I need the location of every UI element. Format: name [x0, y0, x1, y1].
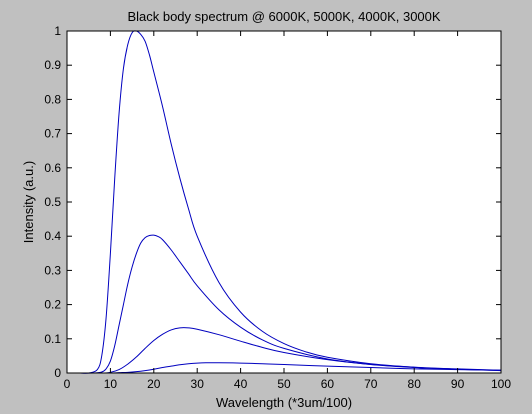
- y-tick-label: 0.9: [44, 58, 61, 72]
- x-tick-label: 10: [104, 377, 118, 391]
- x-tick-label: 70: [364, 377, 378, 391]
- y-tick-label: 0.1: [44, 332, 61, 346]
- series-line-1: [80, 30, 502, 374]
- y-tick-label: 0.7: [44, 127, 61, 141]
- x-tick-label: 60: [321, 377, 335, 391]
- x-tick-label: 50: [277, 377, 291, 391]
- x-tick-label: 40: [234, 377, 248, 391]
- series-line-2: [80, 234, 502, 374]
- series-line-4: [80, 362, 502, 374]
- y-tick-label: 0.8: [44, 92, 61, 106]
- y-tick-label: 0: [54, 366, 61, 380]
- y-tick-label: 0.2: [44, 298, 61, 312]
- y-tick-label: 0.5: [44, 195, 61, 209]
- series-layer: [80, 30, 502, 374]
- chart-title: Black body spectrum @ 6000K, 5000K, 4000…: [127, 9, 440, 24]
- plot-area: [67, 31, 501, 373]
- x-tick-label: 30: [191, 377, 205, 391]
- x-tick-label: 0: [64, 377, 71, 391]
- y-tick-label: 0.4: [44, 229, 61, 243]
- y-tick-label: 0.6: [44, 161, 61, 175]
- x-tick-label: 80: [408, 377, 422, 391]
- plot-frame: [66, 30, 502, 374]
- tick-layer: 0 10 20 30 40 50 60 70 80 90 100 0 0.1 0.2 0.3 0.4 0.5 0.…: [44, 24, 511, 391]
- x-tick-label: 20: [147, 377, 161, 391]
- y-tick-label: 0.3: [44, 263, 61, 277]
- series-line-3: [80, 327, 502, 374]
- y-tick-label: 1: [54, 24, 61, 38]
- y-axis-label: Intensity (a.u.): [21, 161, 36, 243]
- x-tick-label: 90: [451, 377, 465, 391]
- x-tick-label: 100: [491, 377, 511, 391]
- x-axis-label: Wavelength (*3um/100): [216, 395, 352, 410]
